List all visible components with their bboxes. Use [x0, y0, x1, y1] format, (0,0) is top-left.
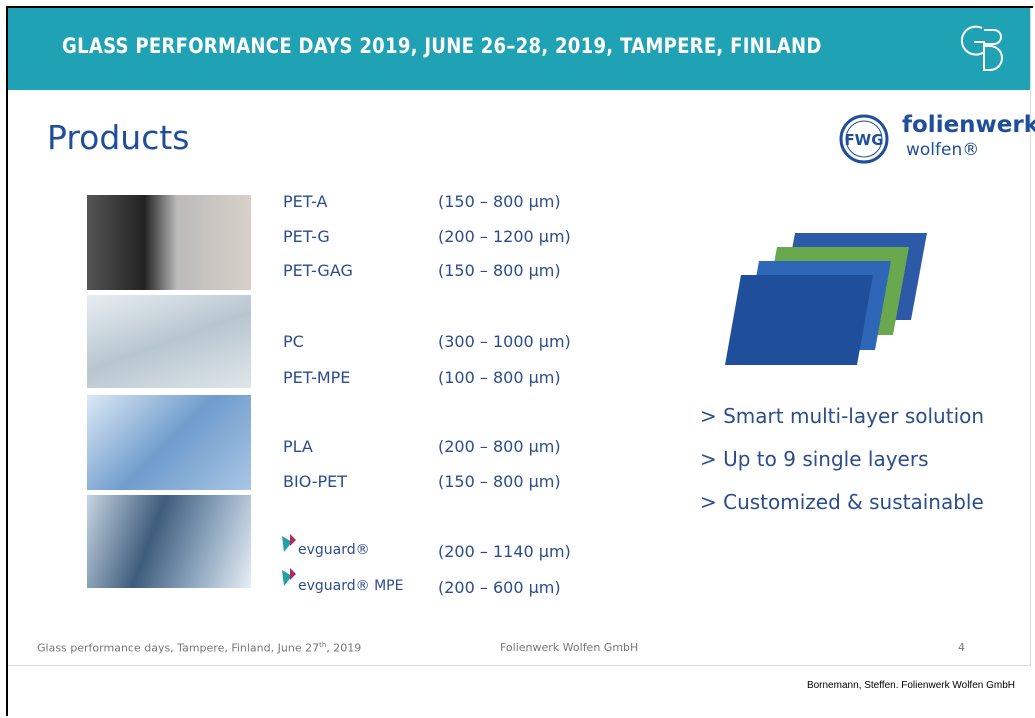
- logo-mark-text: FWG: [844, 131, 883, 149]
- footer-left-text: Glass performance days, Tampere, Finland…: [37, 642, 319, 655]
- evguard-icon: [278, 532, 302, 556]
- product-range: (200 – 600 µm): [438, 578, 561, 597]
- footer-left-end: , 2019: [326, 642, 361, 655]
- product-range: (100 – 800 µm): [438, 368, 561, 387]
- product-name: PET-G: [283, 227, 330, 246]
- product-range: (150 – 800 µm): [438, 192, 561, 211]
- product-name: evguard® MPE: [298, 578, 403, 594]
- logo-name: folienwerk: [902, 112, 1035, 138]
- layers-graphic: [715, 225, 935, 375]
- product-name: PET-A: [283, 192, 327, 211]
- product-range: (200 – 1140 µm): [438, 542, 571, 561]
- product-range: (200 – 1200 µm): [438, 227, 571, 246]
- footer-left: Glass performance days, Tampere, Finland…: [37, 641, 361, 655]
- product-range: (200 – 800 µm): [438, 437, 561, 456]
- product-name: evguard®: [298, 542, 370, 558]
- page: {"header": {"title": "GLASS PERFORMANCE …: [0, 0, 1035, 718]
- fwg-logo-mark: FWG: [838, 112, 892, 166]
- thumb-packaging: [87, 195, 251, 290]
- thumb-card: [87, 395, 251, 490]
- product-name: PC: [283, 332, 304, 351]
- page-number: 4: [958, 641, 965, 654]
- logo-sub: wolfen®: [906, 140, 979, 160]
- thumb-medical: [87, 295, 251, 388]
- feature: > Customized & sustainable: [700, 490, 984, 514]
- product-range: (150 – 800 µm): [438, 261, 561, 280]
- product-range: (150 – 800 µm): [438, 472, 561, 491]
- credit: Bornemann, Steffen. Folienwerk Wolfen Gm…: [807, 680, 1015, 691]
- product-name: PET-GAG: [283, 261, 353, 280]
- product-range: (300 – 1000 µm): [438, 332, 571, 351]
- feature: > Up to 9 single layers: [700, 447, 929, 471]
- product-name: BIO-PET: [283, 472, 347, 491]
- feature: > Smart multi-layer solution: [700, 404, 984, 428]
- evguard-icon: [278, 566, 302, 590]
- product-name: PET-MPE: [283, 368, 350, 387]
- product-name: PLA: [283, 437, 313, 456]
- gpd-logo: [960, 22, 1010, 78]
- header-title: GLASS PERFORMANCE DAYS 2019, JUNE 26–28,…: [62, 34, 822, 58]
- footer-center: Folienwerk Wolfen GmbH: [500, 641, 638, 654]
- thumb-building: [87, 495, 251, 588]
- slide-title: Products: [47, 118, 190, 157]
